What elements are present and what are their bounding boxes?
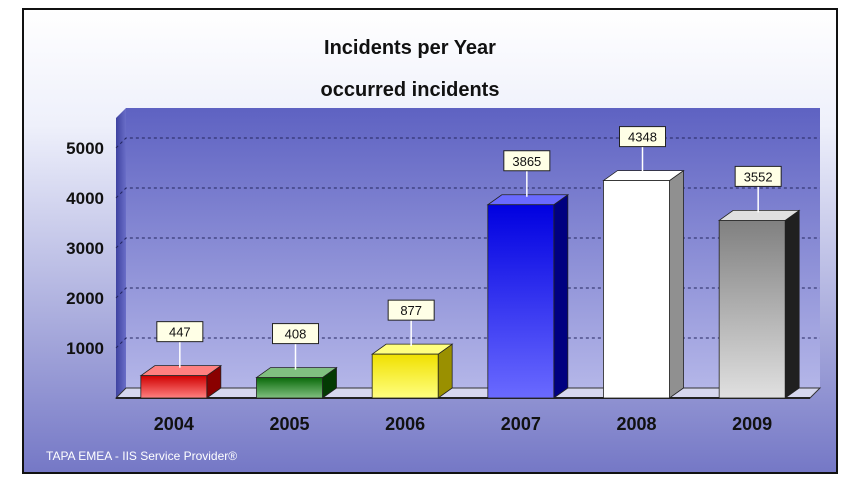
data-label-box [387, 299, 435, 321]
data-label: 408 [285, 327, 307, 342]
x-tick-label: 2006 [385, 414, 425, 434]
gridline [115, 187, 820, 199]
bar-2004 [139, 364, 223, 399]
bar-2005 [255, 366, 338, 399]
plot-floor [114, 387, 822, 399]
bar-front [487, 204, 555, 399]
bar-side [553, 193, 569, 399]
gridline [115, 337, 820, 349]
data-label: 877 [400, 303, 422, 318]
gridline [115, 237, 820, 249]
bar-front [371, 353, 439, 399]
bar-2009 [717, 209, 801, 399]
chart-subtitle: occurred incidents [321, 79, 500, 101]
data-label: 447 [169, 325, 191, 340]
bar-front [603, 180, 670, 399]
bar-top [602, 170, 685, 182]
data-label-box [734, 165, 782, 187]
bar-front [140, 375, 208, 399]
data-label: 3865 [512, 154, 541, 169]
bar-2008 [602, 169, 685, 399]
bar-front [718, 219, 786, 399]
bar-top [486, 194, 570, 206]
bar-top [370, 343, 454, 355]
y-tick-label: 4000 [66, 189, 104, 208]
bar-side [669, 169, 684, 399]
bar-front [256, 377, 323, 399]
gridline [115, 137, 820, 149]
y-tick-label: 3000 [66, 239, 104, 258]
data-labels: 447 2004 408 2005 877 2006 3865 2007 4348 2008 355… [154, 126, 782, 434]
data-label-box [503, 150, 551, 172]
bar-side [784, 209, 800, 399]
y-tick-label: 1000 [66, 339, 104, 358]
x-tick-label: 2009 [732, 414, 772, 434]
x-tick-label: 2007 [501, 414, 541, 434]
y-tick-label: 2000 [66, 289, 104, 308]
bar-top [255, 367, 338, 379]
data-label-box [272, 323, 319, 345]
x-tick-label: 2004 [154, 414, 194, 434]
bar-top [717, 209, 801, 221]
chart-frame: Incidents per Year occurred incidents 10… [22, 8, 838, 474]
y-tick-label: 5000 [66, 139, 104, 158]
x-tick-label: 2005 [269, 414, 309, 434]
data-label-box [619, 126, 666, 148]
chart-title: Incidents per Year [324, 37, 496, 59]
bar-top [139, 365, 223, 377]
x-tick-label: 2008 [616, 414, 656, 434]
bars [139, 169, 801, 399]
incidents-bar-chart: Incidents per Year occurred incidents 10… [24, 10, 836, 472]
plot-back-wall [126, 108, 820, 388]
data-label: 3552 [744, 169, 773, 184]
footer-credit: TAPA EMEA - IIS Service Provider® [46, 449, 237, 463]
bar-2007 [486, 193, 570, 399]
plot-side-wall [116, 108, 126, 398]
gridline [115, 287, 820, 299]
bar-2006 [370, 343, 454, 399]
data-label: 4348 [628, 130, 657, 145]
data-label-box [156, 321, 204, 343]
